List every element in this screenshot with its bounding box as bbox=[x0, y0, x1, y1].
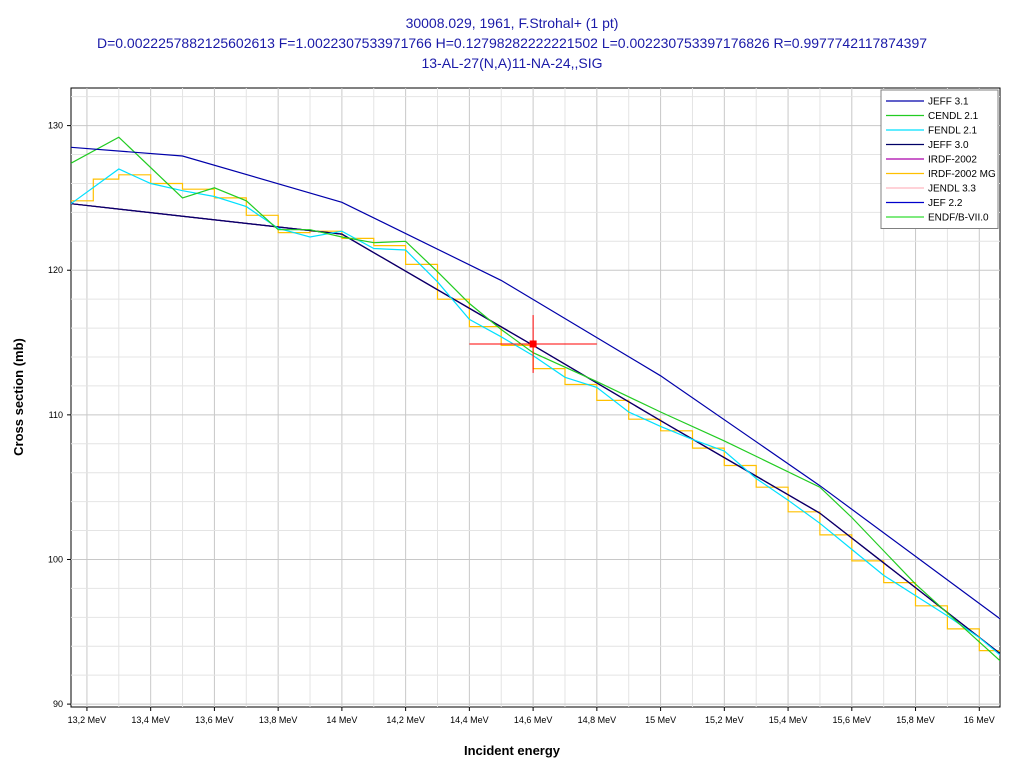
x-axis-ticks: 13,2 MeV 13,4 MeV 13,6 MeV 13,8 MeV 14 MeV 14… bbox=[68, 707, 995, 725]
legend-label-jeff-3-1: JEFF 3.1 bbox=[928, 97, 969, 108]
y-tick-label: 130 bbox=[48, 121, 63, 131]
grid bbox=[71, 88, 1000, 707]
y-axis-label: Cross section (mb) bbox=[11, 338, 26, 456]
y-tick-label: 110 bbox=[49, 410, 63, 420]
measurement-points bbox=[469, 315, 597, 373]
x-tick-label: 15,6 MeV bbox=[833, 715, 872, 725]
x-tick-label: 14 MeV bbox=[326, 715, 357, 725]
plot-area bbox=[70, 87, 1001, 708]
x-tick-label: 15,2 MeV bbox=[705, 715, 744, 725]
legend-label-irdf-2002: IRDF-2002 bbox=[928, 155, 977, 166]
series-line-fendl-2-1 bbox=[71, 168, 1000, 656]
title-line-2: D=0.0022257882125602613 F=1.002230753397… bbox=[97, 35, 927, 51]
x-tick-label: 13,8 MeV bbox=[259, 715, 298, 725]
legend-label-cendl-2-1: CENDL 2.1 bbox=[928, 111, 979, 122]
legend-label-fendl-2-1: FENDL 2.1 bbox=[928, 126, 978, 137]
x-tick-label: 13,2 MeV bbox=[68, 715, 107, 725]
y-axis-ticks: 90 100 110 120 130 bbox=[48, 121, 71, 709]
legend-label-irdf-2002-mg: IRDF-2002 MG bbox=[928, 169, 996, 180]
legend-label-jeff-3-0: JEFF 3.0 bbox=[928, 140, 969, 151]
legend: JEFF 3.1 CENDL 2.1 FENDL 2.1 JEFF 3.0 IRDF-2… bbox=[880, 89, 999, 229]
series-line-jeff-3-0 bbox=[71, 203, 1000, 654]
y-tick-label: 100 bbox=[48, 554, 63, 564]
title-line-1: 30008.029, 1961, F.Strohal+ (1 pt) bbox=[406, 15, 619, 31]
chart-title: 30008.029, 1961, F.Strohal+ (1 pt) D=0.0… bbox=[97, 15, 927, 71]
x-tick-label: 14,6 MeV bbox=[514, 715, 553, 725]
data-point bbox=[529, 340, 537, 348]
x-tick-label: 13,4 MeV bbox=[131, 715, 170, 725]
title-line-3: 13-AL-27(N,A)11-NA-24,,SIG bbox=[421, 55, 602, 71]
x-tick-label: 13,6 MeV bbox=[195, 715, 234, 725]
legend-label-endf-b-vii-0: ENDF/B-VII.0 bbox=[928, 213, 989, 224]
series-line-cendl-2-1 bbox=[71, 136, 1000, 662]
x-tick-label: 15 MeV bbox=[645, 715, 676, 725]
x-tick-label: 15,4 MeV bbox=[769, 715, 808, 725]
x-tick-label: 16 MeV bbox=[964, 715, 995, 725]
x-tick-label: 14,4 MeV bbox=[450, 715, 489, 725]
series-line-jeff-3-1 bbox=[71, 146, 1000, 620]
series-lines bbox=[71, 136, 1000, 662]
x-axis-label: Incident energy bbox=[464, 743, 561, 758]
y-tick-label: 120 bbox=[48, 265, 63, 275]
x-tick-label: 15,8 MeV bbox=[896, 715, 935, 725]
x-tick-label: 14,2 MeV bbox=[386, 715, 425, 725]
legend-label-jendl-3-3: JENDL 3.3 bbox=[928, 184, 976, 195]
y-tick-label: 90 bbox=[53, 699, 63, 709]
legend-label-jef-2-2: JEF 2.2 bbox=[928, 198, 963, 209]
x-tick-label: 14,8 MeV bbox=[578, 715, 617, 725]
